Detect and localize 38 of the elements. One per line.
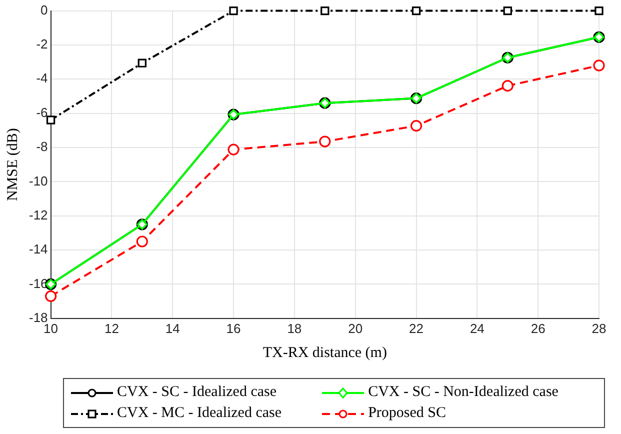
x-tick-label: 16 bbox=[226, 320, 241, 336]
x-tick-label: 26 bbox=[530, 320, 546, 336]
point bbox=[593, 60, 605, 72]
point bbox=[503, 6, 512, 16]
x-tick-label: 24 bbox=[470, 320, 484, 336]
y-axis-title: NMSE (dB) bbox=[4, 128, 21, 202]
point bbox=[138, 58, 146, 68]
point bbox=[502, 80, 514, 92]
point bbox=[229, 6, 238, 16]
x-tick-label: 22 bbox=[409, 320, 424, 336]
x-tick-label: 18 bbox=[287, 320, 302, 336]
point bbox=[319, 136, 331, 148]
y-tick-label: -4 bbox=[36, 70, 48, 86]
point bbox=[136, 236, 148, 248]
legend-label: Proposed SC bbox=[368, 405, 446, 421]
x-tick-label: 20 bbox=[348, 320, 363, 336]
legend-label: CVX - SC - Non-Idealized case bbox=[368, 384, 558, 400]
x-tick-label: 12 bbox=[104, 320, 119, 336]
y-tick-label: -6 bbox=[36, 104, 48, 120]
y-tick-label: -8 bbox=[36, 139, 48, 154]
point bbox=[320, 6, 330, 16]
x-tick-label: 14 bbox=[165, 320, 180, 336]
y-tick-label: -10 bbox=[28, 173, 48, 188]
y-tick-label: -2 bbox=[36, 36, 48, 52]
legend-label: CVX - MC - Idealized case bbox=[117, 405, 282, 421]
legend-label: CVX - SC - Idealized case bbox=[117, 384, 277, 400]
y-tick-label: -12 bbox=[28, 207, 48, 222]
x-axis-title: TX-RX distance (m) bbox=[262, 344, 387, 361]
point bbox=[44, 290, 57, 302]
x-tick-label: 28 bbox=[592, 320, 606, 336]
point bbox=[46, 116, 56, 124]
y-tick-label: -18 bbox=[28, 310, 48, 325]
point bbox=[410, 120, 422, 132]
point bbox=[594, 6, 604, 16]
y-tick-label: 0 bbox=[40, 2, 48, 18]
y-tick-label: -14 bbox=[28, 242, 48, 257]
point bbox=[228, 144, 240, 156]
point bbox=[412, 6, 421, 16]
